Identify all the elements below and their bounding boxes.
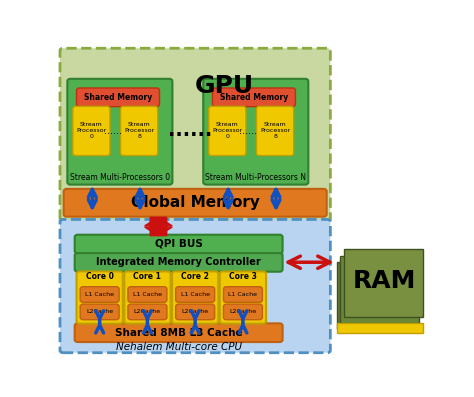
Text: ......: ...... [103,126,121,136]
Text: L1 Cache: L1 Cache [133,292,162,297]
Text: Stream Multi-Processors 0: Stream Multi-Processors 0 [70,173,170,182]
Text: Stream
Processor
0: Stream Processor 0 [76,123,107,139]
Text: L2Cache: L2Cache [134,309,161,314]
Bar [340,256,419,323]
FancyBboxPatch shape [176,287,215,302]
Text: L1 Cache: L1 Cache [228,292,257,297]
FancyBboxPatch shape [223,287,263,302]
Text: Stream
Processor
8: Stream Processor 8 [260,123,290,139]
Text: Global Memory: Global Memory [131,195,260,210]
FancyBboxPatch shape [256,106,293,156]
FancyBboxPatch shape [212,88,295,107]
Text: L2Cache: L2Cache [229,309,256,314]
FancyBboxPatch shape [220,272,266,324]
Text: Core 0: Core 0 [86,272,114,281]
Bar [344,249,423,317]
FancyBboxPatch shape [73,106,110,156]
Text: Stream
Processor
0: Stream Processor 0 [212,123,242,139]
Text: Shared Memory: Shared Memory [84,93,152,102]
FancyBboxPatch shape [80,287,119,302]
Text: Core 2: Core 2 [181,272,209,281]
Text: Stream Multi-Processors N: Stream Multi-Processors N [205,173,306,182]
FancyBboxPatch shape [75,235,283,253]
FancyBboxPatch shape [75,253,283,272]
FancyBboxPatch shape [60,48,330,221]
FancyBboxPatch shape [124,272,171,324]
FancyArrow shape [145,217,172,236]
FancyBboxPatch shape [128,287,167,302]
Text: L1 Cache: L1 Cache [181,292,210,297]
Text: Stream
Processor
8: Stream Processor 8 [124,123,154,139]
Text: QPI BUS: QPI BUS [155,239,202,249]
Text: ......: ...... [167,121,212,140]
Text: Shared 8MB L3 Cache: Shared 8MB L3 Cache [115,328,243,337]
FancyBboxPatch shape [76,272,123,324]
Text: GPU: GPU [195,74,254,98]
Text: L2Cache: L2Cache [182,309,209,314]
Text: Core 1: Core 1 [134,272,161,281]
FancyBboxPatch shape [67,79,173,185]
FancyArrow shape [145,217,172,236]
Text: L2Cache: L2Cache [86,309,113,314]
Bar [337,262,416,329]
FancyBboxPatch shape [172,272,219,324]
FancyBboxPatch shape [80,304,119,320]
Text: Nehalem Multi-core CPU: Nehalem Multi-core CPU [116,342,242,352]
Text: Shared Memory: Shared Memory [220,93,288,102]
FancyBboxPatch shape [75,324,283,342]
Text: L1 Cache: L1 Cache [85,292,114,297]
FancyBboxPatch shape [203,79,308,185]
Bar [337,323,423,333]
FancyBboxPatch shape [176,304,215,320]
Text: ......: ...... [239,126,257,136]
FancyBboxPatch shape [64,189,327,217]
FancyBboxPatch shape [60,220,330,353]
FancyBboxPatch shape [120,106,158,156]
FancyBboxPatch shape [128,304,167,320]
Text: RAM: RAM [353,270,416,293]
Text: Core 3: Core 3 [229,272,257,281]
Text: Integrated Memory Controller: Integrated Memory Controller [96,257,261,267]
FancyBboxPatch shape [209,106,246,156]
FancyBboxPatch shape [223,304,263,320]
FancyBboxPatch shape [76,88,160,107]
